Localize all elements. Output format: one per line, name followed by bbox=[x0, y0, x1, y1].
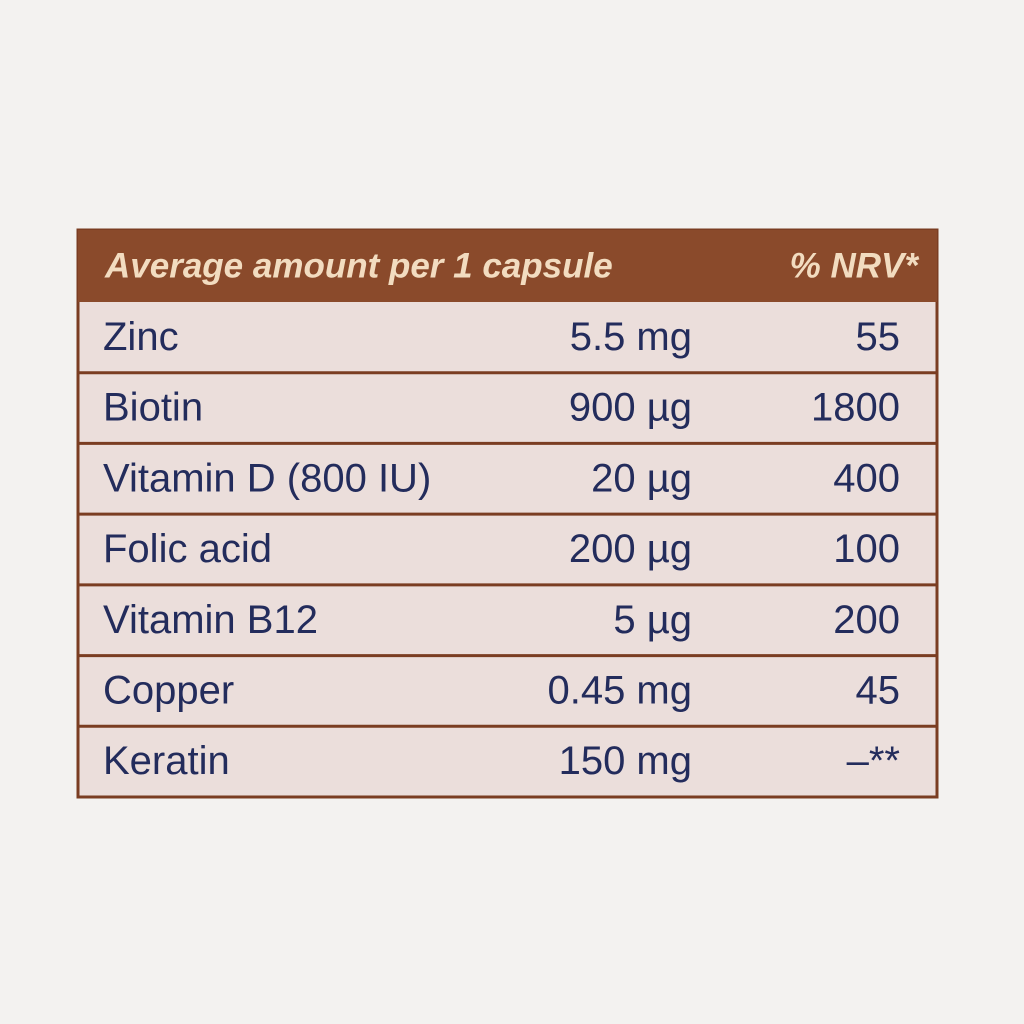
nutrient-name: Zinc bbox=[103, 315, 179, 359]
nutrient-nrv: 100 bbox=[833, 527, 900, 571]
nutrient-amount: 150 mg bbox=[559, 739, 692, 783]
header-title: Average amount per 1 capsule bbox=[104, 246, 613, 285]
nutrient-amount: 900 µg bbox=[569, 386, 692, 430]
header-band bbox=[78, 230, 937, 302]
header-nrv: % NRV* bbox=[790, 246, 920, 285]
nutrient-name: Biotin bbox=[103, 386, 203, 430]
nutrient-amount: 5.5 mg bbox=[570, 315, 692, 359]
nutrient-nrv: 55 bbox=[856, 315, 901, 359]
nutrient-nrv: 200 bbox=[833, 598, 900, 642]
nutrient-nrv: –** bbox=[847, 739, 900, 783]
nutrient-nrv: 400 bbox=[833, 456, 900, 500]
nutrient-name: Copper bbox=[103, 668, 234, 712]
nutrient-name: Vitamin B12 bbox=[103, 598, 318, 642]
nutrient-amount: 20 µg bbox=[591, 456, 692, 500]
nutrient-amount: 5 µg bbox=[613, 598, 692, 642]
nutrient-amount: 0.45 mg bbox=[547, 668, 692, 712]
nutrient-nrv: 1800 bbox=[811, 386, 900, 430]
nutrient-name: Keratin bbox=[103, 739, 230, 783]
nutrient-nrv: 45 bbox=[856, 668, 901, 712]
nutrient-amount: 200 µg bbox=[569, 527, 692, 571]
nutrient-name: Vitamin D (800 IU) bbox=[103, 456, 431, 500]
nutrient-name: Folic acid bbox=[103, 527, 272, 571]
